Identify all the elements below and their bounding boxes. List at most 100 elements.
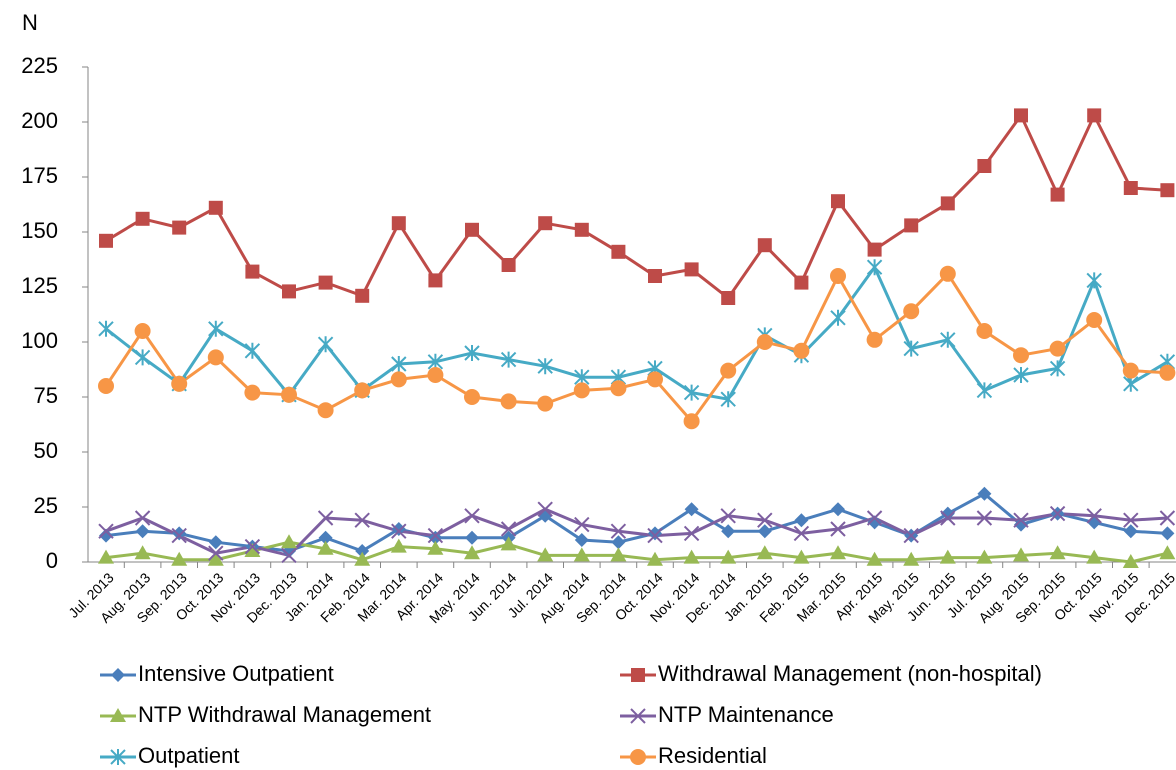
point xyxy=(317,402,334,419)
point xyxy=(939,265,956,282)
point xyxy=(574,516,590,533)
point xyxy=(573,547,590,562)
point xyxy=(135,211,150,226)
point xyxy=(976,549,993,564)
point xyxy=(537,358,553,375)
point xyxy=(208,200,223,215)
point xyxy=(465,530,479,545)
point xyxy=(1013,367,1029,383)
point xyxy=(793,549,810,564)
point xyxy=(500,536,517,551)
point xyxy=(244,538,261,555)
point xyxy=(244,543,261,557)
y-tick-label: 125 xyxy=(21,273,58,298)
point xyxy=(207,349,224,366)
point xyxy=(720,549,737,564)
y-axis-label: N xyxy=(22,10,38,35)
point xyxy=(648,526,662,541)
legend-marker xyxy=(631,668,645,682)
legend-label: Outpatient xyxy=(138,743,240,768)
point xyxy=(428,530,443,545)
point xyxy=(757,512,773,528)
point xyxy=(318,275,333,290)
point xyxy=(1123,524,1138,539)
point xyxy=(683,525,700,542)
point xyxy=(98,549,114,564)
point xyxy=(354,512,370,528)
point xyxy=(501,258,516,272)
legend-label: Withdrawal Management (non-hospital) xyxy=(658,661,1042,686)
point xyxy=(465,222,479,237)
point xyxy=(1013,512,1029,528)
legend-label: Residential xyxy=(658,743,767,768)
point xyxy=(390,538,407,553)
point xyxy=(1086,549,1103,564)
point xyxy=(427,527,444,544)
point xyxy=(683,413,700,430)
point xyxy=(940,506,955,521)
legend-item: Withdrawal Management (non-hospital) xyxy=(620,661,1042,686)
legend-marker xyxy=(111,668,125,682)
point xyxy=(794,275,809,290)
series-line xyxy=(105,111,1168,301)
point xyxy=(903,551,920,566)
legend-label: Intensive Outpatient xyxy=(138,661,334,686)
point xyxy=(794,513,809,528)
point xyxy=(1122,362,1139,379)
point xyxy=(684,502,699,517)
point xyxy=(99,233,113,248)
point xyxy=(939,549,956,564)
point xyxy=(355,544,370,558)
point xyxy=(171,527,187,544)
point xyxy=(172,526,187,541)
point xyxy=(391,356,407,372)
point xyxy=(830,521,846,537)
point xyxy=(317,336,334,353)
y-tick-label: 0 xyxy=(46,548,58,573)
point xyxy=(1049,360,1066,377)
legend-label: NTP Maintenance xyxy=(658,702,834,727)
point xyxy=(976,382,993,399)
point xyxy=(648,269,662,283)
point xyxy=(134,323,151,339)
point xyxy=(793,342,810,359)
point xyxy=(610,547,627,562)
point xyxy=(172,220,187,235)
point xyxy=(1014,108,1028,123)
point xyxy=(391,523,407,539)
point xyxy=(830,268,846,284)
point xyxy=(757,238,772,253)
point xyxy=(244,384,261,401)
point xyxy=(464,345,480,361)
point xyxy=(684,262,699,277)
point xyxy=(207,551,224,566)
y-tick-label: 100 xyxy=(21,328,58,353)
point xyxy=(977,159,992,173)
point xyxy=(390,371,407,388)
point xyxy=(282,284,296,299)
point xyxy=(99,528,113,543)
point xyxy=(98,320,114,337)
point xyxy=(720,508,736,524)
point xyxy=(354,382,371,399)
point xyxy=(647,527,663,544)
y-tick-label: 225 xyxy=(21,53,58,78)
legend-marker xyxy=(110,708,126,722)
point xyxy=(317,540,334,555)
point xyxy=(281,386,297,403)
y-tick-label: 175 xyxy=(21,163,58,188)
point xyxy=(354,551,371,566)
point xyxy=(976,323,993,339)
point xyxy=(1122,554,1139,568)
point xyxy=(427,367,444,383)
point xyxy=(611,244,626,259)
point xyxy=(866,551,883,566)
point xyxy=(940,510,956,526)
point xyxy=(1159,364,1176,381)
point xyxy=(134,510,151,526)
point xyxy=(866,510,883,526)
point xyxy=(464,545,480,560)
point xyxy=(793,525,810,542)
point xyxy=(98,378,114,394)
point xyxy=(208,320,224,337)
